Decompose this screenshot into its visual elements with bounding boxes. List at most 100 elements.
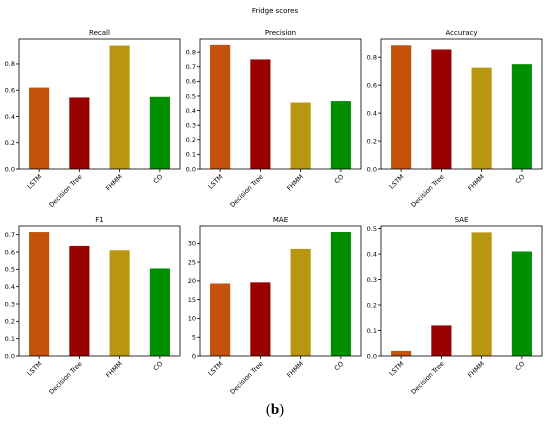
y-tick-label: 0.7 xyxy=(186,63,196,71)
chart-title: Recall xyxy=(89,29,110,37)
y-tick-label: 10 xyxy=(188,315,196,323)
axes-frame xyxy=(199,225,362,357)
y-tick-label: 0.2 xyxy=(5,318,15,326)
x-tick-label: CO xyxy=(152,173,164,185)
x-tick-label: CO xyxy=(333,173,345,185)
y-tick-label: 0.6 xyxy=(367,81,377,89)
axes-frame xyxy=(380,225,543,357)
x-tick-label: Decision Tree xyxy=(48,360,84,396)
bar-lstm xyxy=(29,87,50,169)
y-tick-label: 20 xyxy=(188,277,196,285)
x-tick-label: LSTM xyxy=(388,173,406,191)
x-tick-label: Decision Tree xyxy=(48,173,84,209)
chart-title: SAE xyxy=(455,216,469,224)
y-tick-label: 0.5 xyxy=(186,92,196,100)
axes-frame xyxy=(18,38,181,170)
y-tick-label: 15 xyxy=(188,296,196,304)
y-tick-label: 0.3 xyxy=(367,276,377,284)
x-tick-label: LSTM xyxy=(26,173,44,191)
y-tick-label: 0.4 xyxy=(5,283,15,291)
bar-decision-tree xyxy=(69,97,90,169)
y-tick-label: 0.7 xyxy=(5,231,15,239)
figure-caption: (b) xyxy=(265,402,285,418)
x-tick-label: FHMM xyxy=(285,173,305,193)
chart-panel-accuracy: Accuracy 0.0 0.2 0.4 0.6 0.8 LSTM Decision Tree… xyxy=(367,29,543,209)
x-tick-label: FHMM xyxy=(466,360,486,380)
y-tick-label: 0.4 xyxy=(186,107,196,115)
x-tick-label: CO xyxy=(152,360,164,372)
y-tick-label: 0.0 xyxy=(5,165,15,173)
chart-panel-mae: MAE 0 5 10 15 20 25 30 LSTM Decision Tree FHMM CO xyxy=(188,216,362,396)
chart-panel-f1: F1 0.0 0.1 0.2 0.3 0.4 0.5 0.6 0.7 LSTM Decision T… xyxy=(5,216,181,396)
x-tick-label: CO xyxy=(514,360,526,372)
x-tick-label: LSTM xyxy=(388,360,406,378)
x-tick-label: Decision Tree xyxy=(410,360,446,396)
y-tick-label: 0.1 xyxy=(5,335,15,343)
bar-decision-tree xyxy=(431,49,452,170)
bar-lstm xyxy=(29,232,50,356)
y-tick-label: 0.2 xyxy=(367,137,377,145)
y-tick-label: 0.5 xyxy=(367,225,377,233)
y-tick-label: 0.6 xyxy=(5,87,15,95)
y-tick-label: 25 xyxy=(188,258,196,266)
x-tick-label: FHMM xyxy=(104,173,124,193)
x-tick-label: FHMM xyxy=(104,360,124,380)
bar-co xyxy=(330,232,351,356)
bar-decision-tree xyxy=(250,59,271,170)
bar-fhmm xyxy=(290,248,311,356)
bar-co xyxy=(330,101,351,169)
x-tick-label: CO xyxy=(514,173,526,185)
bar-co xyxy=(511,251,532,356)
chart-title: F1 xyxy=(95,216,103,224)
bar-fhmm xyxy=(109,250,130,356)
chart-title: Precision xyxy=(265,29,296,37)
axes-frame xyxy=(199,38,362,170)
chart-panel-recall: Recall 0.0 0.2 0.4 0.6 0.8 LSTM Decision Tree FH… xyxy=(5,29,181,209)
chart-panel-precision: Precision 0.0 0.1 0.2 0.3 0.4 0.5 0.6 0.7 0.8 LSTM… xyxy=(186,29,362,209)
x-tick-label: CO xyxy=(333,360,345,372)
chart-panel-sae: SAE 0.0 0.1 0.2 0.3 0.4 0.5 LSTM Decision Tree FH… xyxy=(367,216,543,396)
axes-frame xyxy=(380,38,543,170)
bar-fhmm xyxy=(290,102,311,169)
bar-lstm xyxy=(210,44,231,170)
y-tick-label: 5 xyxy=(192,334,196,342)
bar-decision-tree xyxy=(250,282,271,356)
figure-suptitle: Fridge scores xyxy=(252,7,299,15)
y-tick-label: 0.0 xyxy=(367,352,377,360)
y-tick-label: 0.8 xyxy=(5,60,15,68)
y-tick-label: 0.2 xyxy=(5,139,15,147)
y-tick-label: 0.0 xyxy=(367,165,377,173)
y-tick-label: 0.3 xyxy=(186,121,196,129)
chart-title: Accuracy xyxy=(446,29,478,37)
y-tick-label: 0.2 xyxy=(367,301,377,309)
bar-lstm xyxy=(210,283,231,356)
y-tick-label: 0.2 xyxy=(186,136,196,144)
y-tick-label: 0.6 xyxy=(186,78,196,86)
y-tick-label: 0.0 xyxy=(5,352,15,360)
bar-co xyxy=(149,268,170,356)
y-tick-label: 0.8 xyxy=(367,53,377,61)
x-tick-label: LSTM xyxy=(207,360,225,378)
x-tick-label: Decision Tree xyxy=(229,360,265,396)
bar-fhmm xyxy=(471,232,492,356)
y-tick-label: 0.4 xyxy=(367,109,377,117)
y-tick-label: 0.1 xyxy=(367,327,377,335)
y-tick-label: 0.1 xyxy=(186,151,196,159)
x-tick-label: FHMM xyxy=(466,173,486,193)
bar-co xyxy=(149,96,170,169)
y-tick-label: 0.0 xyxy=(186,165,196,173)
x-tick-label: LSTM xyxy=(207,173,225,191)
x-tick-label: LSTM xyxy=(26,360,44,378)
bar-co xyxy=(511,64,532,169)
bar-lstm xyxy=(391,350,412,356)
bar-lstm xyxy=(391,45,412,169)
bar-decision-tree xyxy=(431,325,452,356)
y-tick-label: 0.6 xyxy=(5,248,15,256)
x-tick-label: FHMM xyxy=(285,360,305,380)
bar-decision-tree xyxy=(69,245,90,356)
y-tick-label: 0.8 xyxy=(186,48,196,56)
y-tick-label: 0.4 xyxy=(367,250,377,258)
axes-frame xyxy=(18,225,181,357)
chart-title: MAE xyxy=(273,216,288,224)
